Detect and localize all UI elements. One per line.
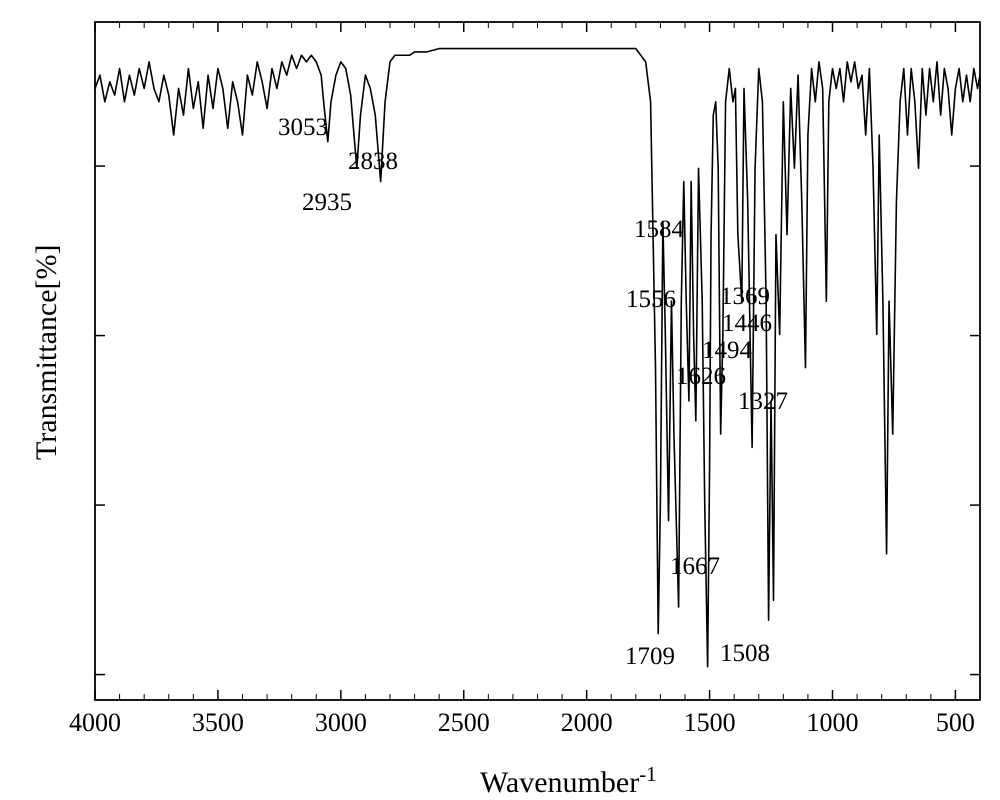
peak-label: 1446 [722, 310, 772, 338]
peak-label: 1327 [738, 388, 788, 416]
peak-label: 2935 [302, 189, 352, 217]
x-tick-label: 3500 [192, 708, 244, 738]
x-tick-label: 4000 [69, 708, 121, 738]
x-axis-label: Wavenumber-1 [480, 762, 657, 800]
x-tick-label: 500 [936, 708, 975, 738]
peak-label: 2838 [348, 148, 398, 176]
peak-label: 3053 [278, 114, 328, 142]
x-tick-label: 1000 [807, 708, 859, 738]
peak-label: 1626 [676, 363, 726, 391]
ftir-spectrum-chart: Transmittance[%] Wavenumber-1 4000 3500 30… [0, 0, 1000, 796]
peak-label: 1556 [626, 286, 676, 314]
peak-label: 1667 [670, 553, 720, 581]
x-tick-label: 1500 [684, 708, 736, 738]
peak-label: 1494 [702, 337, 752, 365]
chart-svg [0, 0, 1000, 796]
x-tick-label: 2000 [561, 708, 613, 738]
x-tick-label: 2500 [438, 708, 490, 738]
x-tick-label: 3000 [315, 708, 367, 738]
peak-label: 1369 [720, 283, 770, 311]
x-axis-label-sup: -1 [639, 762, 657, 786]
peak-label: 1508 [720, 640, 770, 668]
peak-label: 1584 [634, 216, 684, 244]
x-axis-label-text: Wavenumber [480, 766, 639, 799]
peak-label: 1709 [625, 643, 675, 671]
y-axis-label: Transmittance[%] [30, 244, 64, 460]
